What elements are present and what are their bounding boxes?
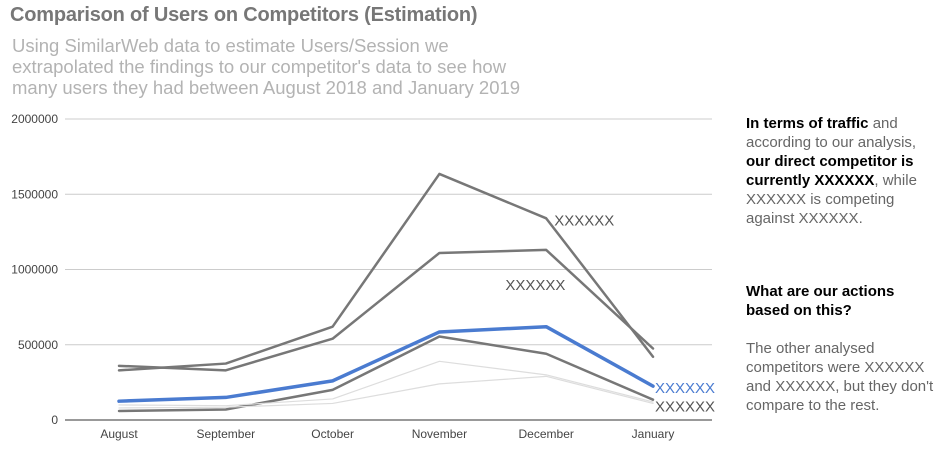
subtitle-line: extrapolated the findings to our competi… [12,56,507,77]
series-annotation-label: XXXXXX [505,277,565,294]
series-annotation-label: XXXXXX [554,212,614,229]
other-competitors-paragraph: The other analysed competitors were XXXX… [746,340,934,414]
traffic-summary-bold-competitor: our direct competitor is currently XXXXX… [746,153,914,189]
traffic-summary-paragraph: In terms of traffic and according to our… [746,114,940,228]
x-tick-label: October [311,427,354,441]
series-line [118,375,654,409]
y-tick-label: 500000 [18,338,58,352]
x-tick-label: September [196,427,255,441]
x-tick-label: December [519,427,574,441]
series-line [117,172,655,372]
chart-subtitle: Using SimilarWeb data to estimate Users/… [12,35,552,98]
x-tick-label: January [632,427,675,441]
traffic-summary-text: and according to our analysis, [746,115,917,151]
y-axis-tick-labels: 0 500000 1000000 1500000 2000000 [11,112,58,427]
chart-series-lines [117,172,655,413]
traffic-summary-text-end: , while XXXXXX is competing against XXXX… [746,172,917,227]
y-tick-label: 1000000 [11,263,58,277]
chart-gridlines [65,118,712,421]
chart-title: Comparison of Users on Competitors (Esti… [10,4,478,26]
x-tick-label: August [100,427,138,441]
series-line [117,248,655,372]
series-annotation-label: XXXXXX [655,399,715,416]
subtitle-line: many users they had between August 2018 … [12,77,521,98]
x-tick-label: November [412,427,467,441]
y-tick-label: 2000000 [11,112,58,126]
y-tick-label: 0 [51,413,58,427]
y-tick-label: 1500000 [11,187,58,201]
series-line [118,360,654,407]
series-line [117,335,655,413]
actions-heading: What are our actions based on this? [746,283,895,319]
series-annotation-label: XXXXXX [655,380,715,397]
chart-annotations: XXXXXX XXXXXX XXXXXX XXXXXX [505,212,715,415]
series-line [117,324,655,403]
x-axis-tick-labels: August September October November December Ja… [100,427,674,441]
traffic-summary-bold-lead: In terms of traffic [746,115,869,132]
subtitle-line: Using SimilarWeb data to estimate Users/… [12,35,449,56]
